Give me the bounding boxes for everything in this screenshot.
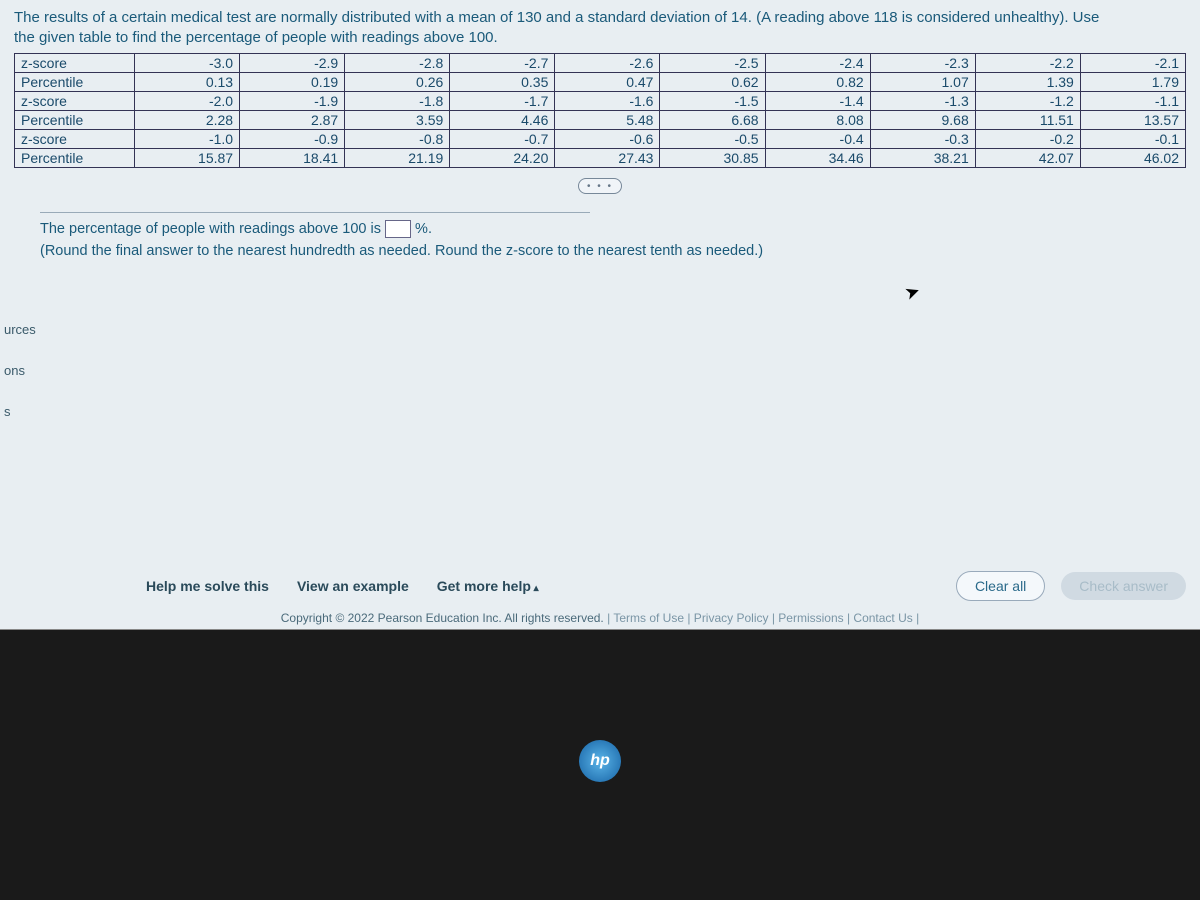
copyright-text: Copyright © 2022 Pearson Education Inc. … — [281, 611, 604, 625]
answer-prefix: The percentage of people with readings a… — [40, 221, 385, 237]
laptop-bezel: hp — [0, 630, 1200, 900]
percentile-cell: 30.85 — [660, 149, 765, 168]
percentile-cell: 2.87 — [240, 111, 345, 130]
percentile-cell: 1.79 — [1080, 73, 1185, 92]
percentile-cell: 24.20 — [450, 149, 555, 168]
percentile-cell: 0.13 — [135, 73, 240, 92]
z-table-body: z-score-3.0-2.9-2.8-2.7-2.6-2.5-2.4-2.3-… — [15, 54, 1186, 168]
percentile-cell: 0.19 — [240, 73, 345, 92]
z-score-cell: -2.5 — [660, 54, 765, 73]
sidebar-item-resources[interactable]: urces — [0, 320, 40, 339]
z-score-cell: -0.3 — [870, 130, 975, 149]
z-score-cell: -2.1 — [1080, 54, 1185, 73]
z-score-cell: -0.6 — [555, 130, 660, 149]
percentile-cell: 3.59 — [345, 111, 450, 130]
z-score-cell: -1.4 — [765, 92, 870, 111]
answer-suffix: %. — [415, 221, 432, 237]
z-score-cell: -1.7 — [450, 92, 555, 111]
z-score-cell: -1.0 — [135, 130, 240, 149]
sidebar-item-options[interactable]: ons — [0, 361, 40, 380]
clear-all-button[interactable]: Clear all — [956, 571, 1045, 601]
percentile-cell: 0.62 — [660, 73, 765, 92]
question-text: The results of a certain medical test ar… — [0, 0, 1200, 53]
view-example-link[interactable]: View an example — [291, 572, 415, 600]
percentile-cell: 18.41 — [240, 149, 345, 168]
question-line-2: the given table to find the percentage o… — [14, 29, 498, 46]
percentile-cell: 15.87 — [135, 149, 240, 168]
percentile-cell: 9.68 — [870, 111, 975, 130]
z-score-cell: -1.6 — [555, 92, 660, 111]
z-score-cell: -2.8 — [345, 54, 450, 73]
z-score-cell: -0.9 — [240, 130, 345, 149]
question-panel: The results of a certain medical test ar… — [0, 0, 1200, 630]
mouse-cursor-icon: ➤ — [902, 280, 923, 305]
percentile-cell: 34.46 — [765, 149, 870, 168]
z-score-cell: -2.9 — [240, 54, 345, 73]
z-score-cell: -0.2 — [975, 130, 1080, 149]
bottom-toolbar: Help me solve this View an example Get m… — [0, 571, 1200, 601]
z-score-cell: -2.6 — [555, 54, 660, 73]
answer-hint: (Round the final answer to the nearest h… — [40, 243, 763, 259]
z-score-cell: -1.1 — [1080, 92, 1185, 111]
answer-block: The percentage of people with readings a… — [40, 212, 1186, 263]
question-line-1: The results of a certain medical test ar… — [14, 9, 1099, 26]
percentile-cell: 1.07 — [870, 73, 975, 92]
percentile-row-label: Percentile — [15, 73, 135, 92]
percentile-cell: 2.28 — [135, 111, 240, 130]
percentile-cell: 11.51 — [975, 111, 1080, 130]
percentile-cell: 13.57 — [1080, 111, 1185, 130]
expand-icon: • • • — [587, 181, 613, 192]
z-score-cell: -1.9 — [240, 92, 345, 111]
percentile-cell: 21.19 — [345, 149, 450, 168]
percentile-cell: 0.26 — [345, 73, 450, 92]
z-score-cell: -0.1 — [1080, 130, 1185, 149]
z-score-row-label: z-score — [15, 92, 135, 111]
z-score-cell: -1.5 — [660, 92, 765, 111]
screen-frame: The results of a certain medical test ar… — [0, 0, 1200, 900]
percentile-cell: 4.46 — [450, 111, 555, 130]
z-score-cell: -2.0 — [135, 92, 240, 111]
z-score-cell: -3.0 — [135, 54, 240, 73]
answer-divider — [40, 212, 590, 213]
z-score-cell: -0.8 — [345, 130, 450, 149]
answer-input[interactable] — [385, 220, 411, 238]
sidebar-tabs: urces ons s — [0, 320, 40, 421]
z-score-cell: -0.5 — [660, 130, 765, 149]
z-score-row-label: z-score — [15, 54, 135, 73]
check-answer-button[interactable]: Check answer — [1061, 572, 1186, 600]
percentile-cell: 0.82 — [765, 73, 870, 92]
hp-logo-icon: hp — [579, 740, 621, 782]
z-score-cell: -0.4 — [765, 130, 870, 149]
footer-copyright: Copyright © 2022 Pearson Education Inc. … — [0, 611, 1200, 625]
hp-logo-text: hp — [590, 752, 610, 770]
percentile-row-label: Percentile — [15, 149, 135, 168]
percentile-cell: 6.68 — [660, 111, 765, 130]
percentile-row-label: Percentile — [15, 111, 135, 130]
z-score-cell: -1.8 — [345, 92, 450, 111]
expand-table-button[interactable]: • • • — [578, 178, 622, 194]
percentile-cell: 38.21 — [870, 149, 975, 168]
z-score-table: z-score-3.0-2.9-2.8-2.7-2.6-2.5-2.4-2.3-… — [14, 53, 1186, 168]
percentile-cell: 8.08 — [765, 111, 870, 130]
percentile-cell: 0.47 — [555, 73, 660, 92]
percentile-cell: 1.39 — [975, 73, 1080, 92]
percentile-cell: 0.35 — [450, 73, 555, 92]
sidebar-item-s[interactable]: s — [0, 402, 40, 421]
z-score-cell: -2.2 — [975, 54, 1080, 73]
z-score-cell: -0.7 — [450, 130, 555, 149]
z-score-row-label: z-score — [15, 130, 135, 149]
z-score-cell: -1.2 — [975, 92, 1080, 111]
z-score-cell: -1.3 — [870, 92, 975, 111]
percentile-cell: 46.02 — [1080, 149, 1185, 168]
percentile-cell: 42.07 — [975, 149, 1080, 168]
z-score-cell: -2.4 — [765, 54, 870, 73]
help-me-solve-link[interactable]: Help me solve this — [140, 572, 275, 600]
get-more-help-dropdown[interactable]: Get more help — [431, 572, 545, 600]
percentile-cell: 27.43 — [555, 149, 660, 168]
footer-links[interactable]: | Terms of Use | Privacy Policy | Permis… — [607, 611, 919, 625]
z-score-cell: -2.7 — [450, 54, 555, 73]
z-score-cell: -2.3 — [870, 54, 975, 73]
percentile-cell: 5.48 — [555, 111, 660, 130]
